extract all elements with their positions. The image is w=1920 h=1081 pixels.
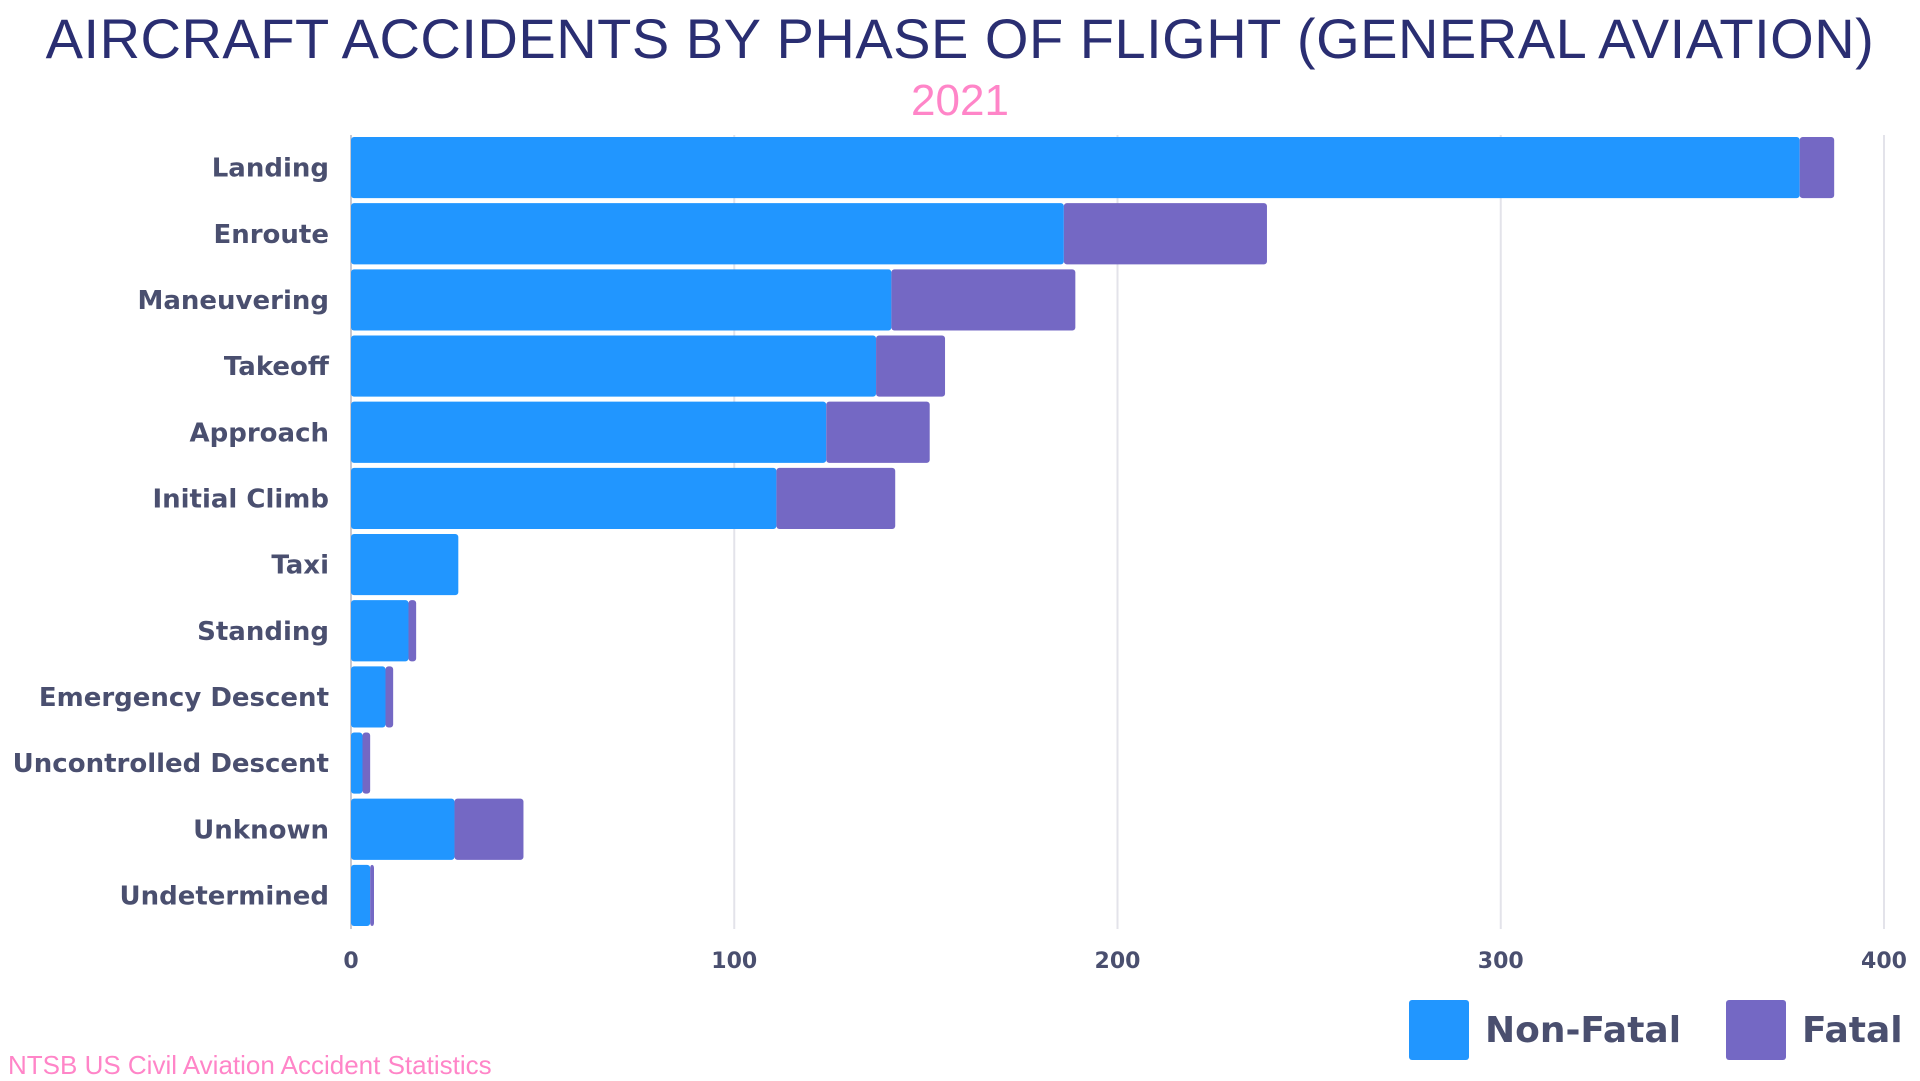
x-tick-label: 0: [343, 949, 358, 974]
category-label: Emergency Descent: [39, 683, 329, 713]
category-label: Maneuvering: [137, 286, 329, 316]
bar-fatal: [454, 798, 524, 860]
category-label: Takeoff: [224, 352, 330, 382]
category-label: Approach: [190, 418, 330, 448]
category-label: Standing: [197, 617, 329, 647]
category-label: Taxi: [271, 551, 329, 581]
x-tick-label: 400: [1861, 949, 1907, 974]
bar-fatal: [408, 600, 417, 662]
category-label: Initial Climb: [152, 484, 329, 514]
bar-non-fatal: [351, 137, 1800, 199]
bar-fatal: [876, 335, 946, 397]
legend-swatch-fatal: [1726, 1000, 1786, 1060]
category-label: Undetermined: [119, 881, 329, 911]
bar-fatal: [1063, 203, 1267, 265]
legend-item-non-fatal: Non-Fatal: [1409, 1000, 1681, 1060]
bar-fatal: [362, 732, 371, 794]
bar-fatal: [826, 401, 930, 463]
legend-swatch-non-fatal: [1409, 1000, 1469, 1060]
bar-non-fatal: [351, 600, 409, 662]
bar-fatal: [1799, 137, 1835, 199]
legend-label-non-fatal: Non-Fatal: [1485, 1009, 1682, 1051]
x-tick-label: 100: [711, 949, 757, 974]
chart-title: AIRCRAFT ACCIDENTS BY PHASE OF FLIGHT (G…: [45, 7, 1875, 70]
source-note: NTSB US Civil Aviation Accident Statisti…: [8, 1050, 492, 1080]
chart-subtitle: 2021: [911, 76, 1009, 125]
legend-label-fatal: Fatal: [1802, 1009, 1903, 1051]
category-label: Unknown: [193, 815, 329, 845]
legend-item-fatal: Fatal: [1726, 1000, 1903, 1060]
bar-chart: 0 100 200 300 400 Landing Enroute Maneuvering Ta…: [13, 135, 1907, 974]
bar-non-fatal: [351, 335, 877, 397]
bar-non-fatal: [351, 203, 1064, 265]
bar-fatal: [385, 666, 394, 728]
x-tick-label: 300: [1478, 949, 1524, 974]
category-label: Landing: [212, 154, 329, 184]
x-tick-label: 200: [1095, 949, 1141, 974]
category-label: Uncontrolled Descent: [13, 749, 329, 779]
bar-fatal: [370, 864, 374, 926]
bar-non-fatal: [351, 864, 371, 926]
bar-non-fatal: [351, 732, 363, 794]
category-label: Enroute: [213, 220, 329, 250]
bar-non-fatal: [351, 269, 892, 331]
bar-non-fatal: [351, 467, 777, 529]
bar-non-fatal: [351, 666, 386, 728]
bar-non-fatal: [351, 534, 459, 596]
bar-non-fatal: [351, 401, 827, 463]
bar-fatal: [891, 269, 1076, 331]
bar-fatal: [776, 467, 896, 529]
bar-non-fatal: [351, 798, 455, 860]
